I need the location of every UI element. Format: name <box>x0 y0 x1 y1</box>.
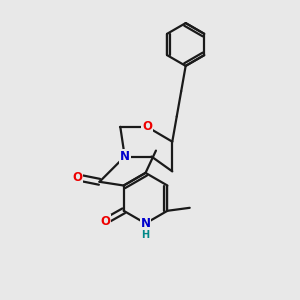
Text: N: N <box>140 217 151 230</box>
Text: N: N <box>120 150 130 163</box>
Text: O: O <box>100 215 110 228</box>
Text: H: H <box>142 230 150 240</box>
Text: O: O <box>142 120 152 133</box>
Text: O: O <box>72 171 82 184</box>
